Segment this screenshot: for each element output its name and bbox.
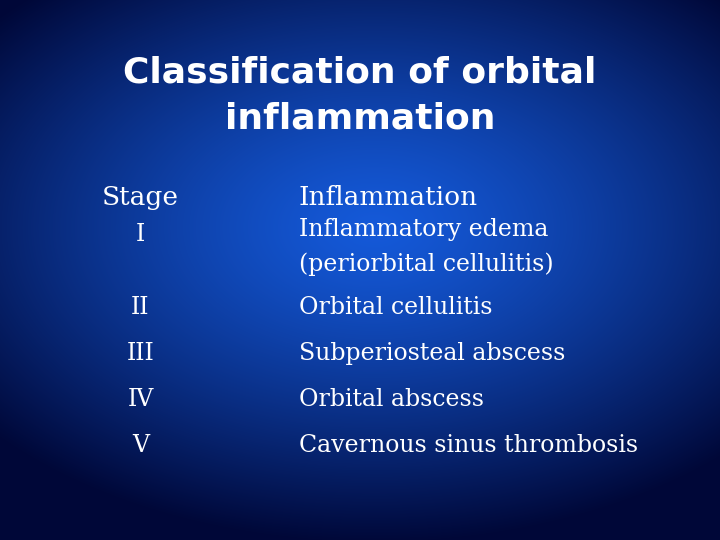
Text: Inflammation: Inflammation bbox=[299, 185, 478, 210]
Text: Stage: Stage bbox=[102, 185, 179, 210]
Text: Orbital cellulitis: Orbital cellulitis bbox=[299, 296, 492, 319]
Text: (periorbital cellulitis): (periorbital cellulitis) bbox=[299, 253, 554, 276]
Text: inflammation: inflammation bbox=[225, 102, 495, 136]
Text: II: II bbox=[131, 296, 150, 319]
Text: Inflammatory edema: Inflammatory edema bbox=[299, 218, 548, 241]
Text: V: V bbox=[132, 434, 149, 457]
Text: I: I bbox=[136, 224, 145, 246]
Text: IV: IV bbox=[127, 388, 153, 411]
Text: Cavernous sinus thrombosis: Cavernous sinus thrombosis bbox=[299, 434, 638, 457]
Text: Classification of orbital: Classification of orbital bbox=[123, 56, 597, 90]
Text: III: III bbox=[127, 342, 154, 365]
Text: Subperiosteal abscess: Subperiosteal abscess bbox=[299, 342, 565, 365]
Text: Orbital abscess: Orbital abscess bbox=[299, 388, 484, 411]
